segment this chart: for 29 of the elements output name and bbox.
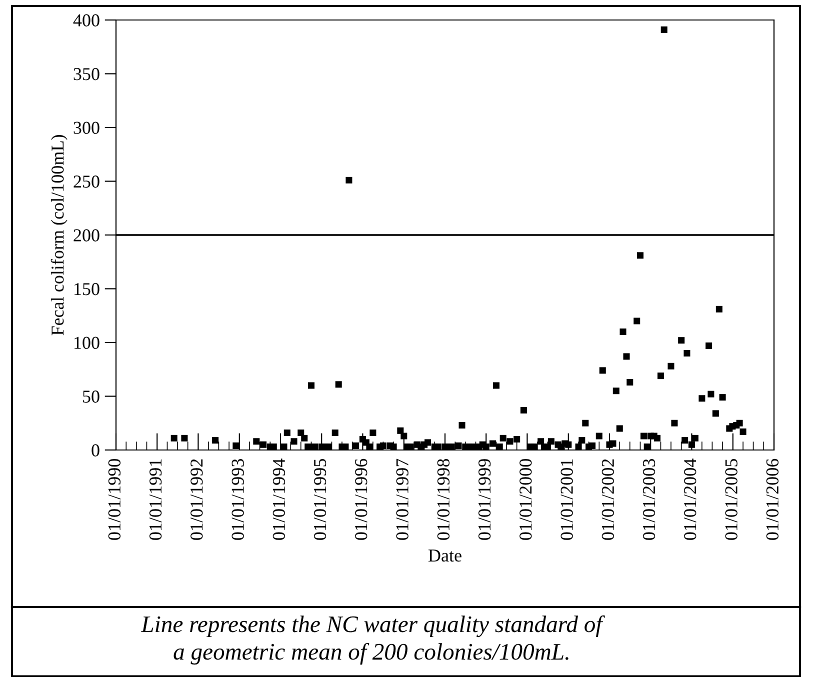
x-tick-label: 01/01/1997 bbox=[396, 458, 408, 540]
x-tick-label: 01/01/2004 bbox=[684, 458, 696, 540]
x-tick-label: 01/01/1998 bbox=[437, 459, 450, 540]
y-tick-label: 100 bbox=[74, 336, 100, 349]
x-axis-title: Date bbox=[428, 550, 462, 562]
x-tick-label: 01/01/2002 bbox=[602, 459, 614, 540]
x-tick-label: 01/01/1993 bbox=[232, 459, 244, 540]
x-tick-label: 01/01/2003 bbox=[642, 459, 656, 540]
x-tick-label: 01/01/1990 bbox=[108, 459, 121, 540]
x-tick-label: 01/01/1992 bbox=[190, 459, 203, 540]
x-tick-label: 01/01/1999 bbox=[478, 459, 491, 540]
y-axis-title: Fecal coliform (col/100mL) bbox=[50, 135, 68, 336]
x-tick-label: 01/01/2000 bbox=[520, 459, 532, 540]
text: Line represents the NC water quality standard of a geometric mean of 200 colonies/100mL. bbox=[140, 615, 605, 665]
y-tick-label: 400 bbox=[73, 14, 100, 26]
x-tick-label: 01/01/1994 bbox=[272, 458, 286, 540]
y-tick-label: 350 bbox=[74, 68, 100, 80]
x-tick-label: 01/01/1995 bbox=[314, 459, 326, 540]
y-tick-label: 0 bbox=[92, 444, 100, 456]
y-tick-label: 50 bbox=[83, 390, 100, 403]
x-tick-label: 01/01/2005 bbox=[725, 459, 738, 540]
x-tick-label: 01/01/2001 bbox=[560, 459, 573, 540]
x-tick-label: 01/01/1991 bbox=[149, 459, 162, 540]
y-tick-label: 250 bbox=[74, 176, 100, 188]
y-tick-label: 300 bbox=[74, 122, 100, 134]
x-tick-label: 01/01/2006 bbox=[766, 458, 779, 540]
y-tick-label: 200 bbox=[74, 229, 100, 242]
y-tick-label: 150 bbox=[74, 283, 100, 296]
x-tick-label: 01/01/1996 bbox=[355, 458, 368, 540]
